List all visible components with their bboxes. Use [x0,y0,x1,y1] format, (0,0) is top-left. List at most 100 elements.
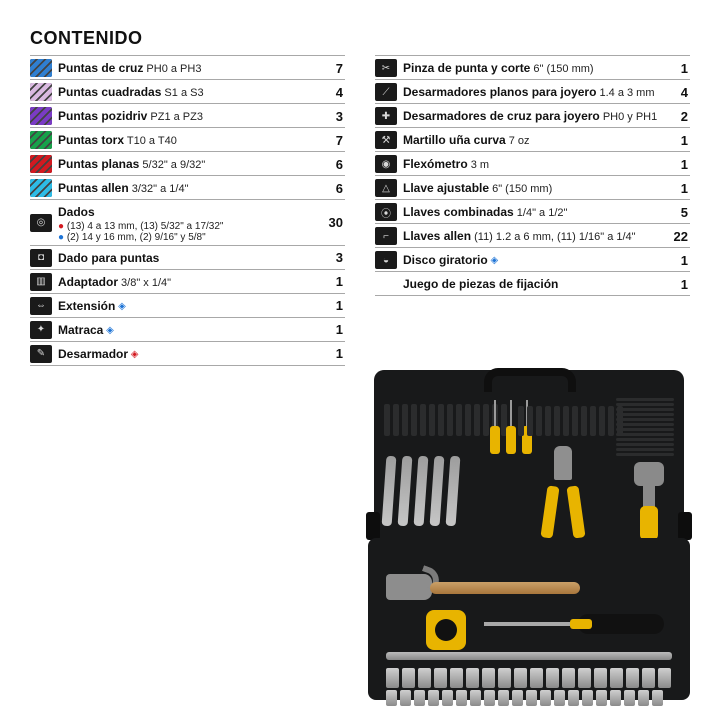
item-spec: 7 oz [506,135,530,147]
row-text: Flexómetro 3 m [403,155,664,173]
tool-icon: ✚ [375,107,397,125]
row-text: Adaptador 3/8" x 1/4" [58,273,319,291]
item-name: Llaves combinadas [403,205,514,219]
item-spec: 6" (150 mm) [530,63,593,75]
item-name: Dado para puntas [58,251,159,265]
row-text: Puntas planas 5/32" a 9/32" [58,155,319,173]
content-row: Puntas torx T10 a T407 [30,127,345,151]
allen-icon [30,179,52,197]
item-name: Puntas allen [58,181,129,195]
item-name: Juego de piezas de fijación [403,277,558,291]
tool-icon: ⇔ [30,297,52,315]
item-name: Puntas torx [58,133,124,147]
column-right: ✂ Pinza de punta y corte 6" (150 mm) 1 ⟋ Des… [375,55,690,366]
item-qty: 1 [664,61,690,76]
row-text: Puntas de cruz PH0 a PH3 [58,59,319,77]
item-spec: PH0 a PH3 [143,63,201,75]
content-row: ⌐Llaves allen (11) 1.2 a 6 mm, (11) 1/16… [375,223,690,247]
item-subline: ● (2) 14 y 16 mm, (2) 9/16" y 5/8" [58,232,319,243]
content-columns: Puntas de cruz PH0 a PH37Puntas cuadrada… [30,55,690,366]
item-qty: 4 [664,85,690,100]
row-text: Disco giratorio ◈ [403,251,664,269]
content-row: ◘Dado para puntas3 [30,245,345,269]
item-name: Puntas de cruz [58,61,143,75]
tool-icon: ✦ [30,321,52,339]
item-spec: T10 a T40 [124,135,177,147]
content-row: Puntas allen 3/32" a 1/4"6 [30,175,345,199]
tool-icon: ◎ [30,214,52,232]
item-name: Desarmador [58,347,128,361]
content-row: ⦿Llaves combinadas 1/4" a 1/2"5 [375,199,690,223]
tool-icon: ◘ [30,249,52,267]
cruz-icon [30,59,52,77]
content-row: Puntas pozidriv PZ1 a PZ33 [30,103,345,127]
row-text: Dado para puntas [58,249,319,267]
content-row: △ Llave ajustable 6" (150 mm)1 [375,175,690,199]
tool-icon: ✂ [375,59,397,77]
row-text: Llave ajustable 6" (150 mm) [403,179,664,197]
item-qty: 6 [319,181,345,196]
tool-icon: ⟋ [375,83,397,101]
drive-marker: ◈ [128,349,138,360]
row-text: Dados● (13) 4 a 13 mm, (13) 5/32" a 17/3… [58,203,319,243]
row-text: Desarmadores de cruz para joyero PH0 y P… [403,107,664,125]
item-spec: 3/8" x 1/4" [118,277,171,289]
row-text: Juego de piezas de fijación [403,275,664,293]
content-row: ⇔ Extensión ◈ 1 [30,293,345,317]
item-name: Disco giratorio [403,253,488,267]
row-text: Llaves combinadas 1/4" a 1/2" [403,203,664,221]
column-left: Puntas de cruz PH0 a PH37Puntas cuadrada… [30,55,345,366]
item-name: Puntas cuadradas [58,85,161,99]
pozi-icon [30,107,52,125]
content-row: ⟋ Desarmadores planos para joyero 1.4 a 3… [375,79,690,103]
tool-icon: ✎ [30,345,52,363]
item-name: Extensión [58,299,115,313]
torx-icon [30,131,52,149]
row-text: Desarmador ◈ [58,345,319,363]
item-name: Puntas planas [58,157,139,171]
item-subline: ● (13) 4 a 13 mm, (13) 5/32" a 17/32" [58,221,319,232]
item-name: Flexómetro [403,157,468,171]
content-row: Juego de piezas de fijación1 [375,271,690,296]
item-name: Desarmadores planos para joyero [403,85,596,99]
item-qty: 3 [319,109,345,124]
item-qty: 7 [319,61,345,76]
tool-icon: ⦿ [375,203,397,221]
item-spec: (11) 1.2 a 6 mm, (11) 1/16" a 1/4" [471,231,636,243]
tool-icon: △ [375,179,397,197]
item-qty: 1 [664,253,690,268]
item-spec: 1/4" a 1/2" [514,207,568,219]
tool-icon: ▥ [30,273,52,291]
drive-marker: ◈ [488,255,498,266]
content-row: Puntas cuadradas S1 a S3 4 [30,79,345,103]
row-text: Matraca ◈ [58,321,319,339]
row-text: Desarmadores planos para joyero 1.4 a 3 … [403,83,664,101]
item-name: Adaptador [58,275,118,289]
item-spec: 3 m [468,159,489,171]
row-text: Martillo uña curva 7 oz [403,131,664,149]
content-row: ◒Disco giratorio ◈1 [375,247,690,271]
item-qty: 5 [664,205,690,220]
item-name: Martillo uña curva [403,133,506,147]
content-row: ▥Adaptador 3/8" x 1/4"1 [30,269,345,293]
item-qty: 1 [319,346,345,361]
item-qty: 4 [319,85,345,100]
item-qty: 1 [664,133,690,148]
item-qty: 1 [664,157,690,172]
item-spec: 3/32" a 1/4" [129,183,189,195]
row-text: Puntas allen 3/32" a 1/4" [58,179,319,197]
item-qty: 1 [319,298,345,313]
item-name: Pinza de punta y corte [403,61,530,75]
drive-marker: ◈ [115,301,125,312]
item-qty: 1 [664,181,690,196]
item-spec: 1.4 a 3 mm [596,87,654,99]
item-name: Matraca [58,323,103,337]
product-image [368,370,690,700]
heading: CONTENIDO [30,28,690,49]
row-text: Puntas pozidriv PZ1 a PZ3 [58,107,319,125]
item-qty: 1 [319,274,345,289]
item-name: Llaves allen [403,229,471,243]
item-spec: S1 a S3 [161,87,203,99]
item-spec: 6" (150 mm) [489,183,552,195]
content-row: ✚ Desarmadores de cruz para joyero PH0 y … [375,103,690,127]
